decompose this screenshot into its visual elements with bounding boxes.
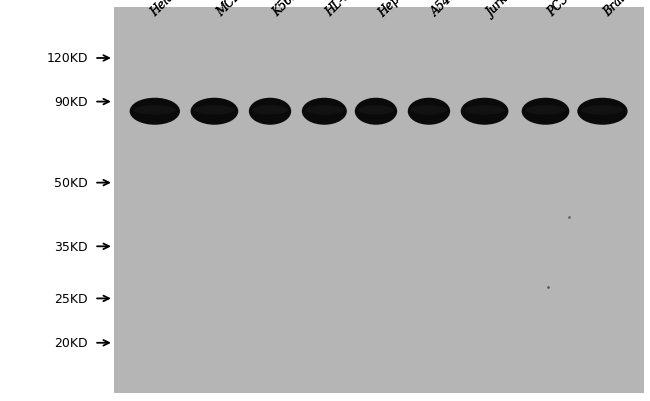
- Text: 120KD: 120KD: [46, 53, 88, 65]
- Ellipse shape: [577, 99, 628, 126]
- Text: HL-60: HL-60: [323, 0, 358, 20]
- Text: HepG2: HepG2: [376, 0, 415, 20]
- Ellipse shape: [249, 99, 291, 126]
- Ellipse shape: [129, 99, 180, 126]
- Ellipse shape: [302, 99, 347, 126]
- Text: Brain: Brain: [601, 0, 633, 20]
- Ellipse shape: [464, 106, 505, 115]
- Text: 25KD: 25KD: [54, 292, 88, 305]
- Ellipse shape: [355, 99, 397, 126]
- Ellipse shape: [522, 99, 569, 126]
- Text: 35KD: 35KD: [54, 240, 88, 253]
- Ellipse shape: [194, 106, 235, 115]
- Text: PC3: PC3: [545, 0, 572, 20]
- Ellipse shape: [252, 106, 288, 115]
- Text: MCF-7: MCF-7: [214, 0, 252, 20]
- Ellipse shape: [525, 106, 566, 115]
- Ellipse shape: [358, 106, 394, 115]
- Ellipse shape: [408, 99, 450, 126]
- Text: 50KD: 50KD: [54, 177, 88, 190]
- Text: A549: A549: [429, 0, 460, 20]
- Text: PC3: PC3: [545, 0, 572, 20]
- Text: HL-60: HL-60: [323, 0, 358, 20]
- Text: 90KD: 90KD: [54, 96, 88, 109]
- Text: K562: K562: [270, 0, 302, 20]
- Bar: [114, 8, 644, 393]
- Text: A549: A549: [429, 0, 460, 20]
- Ellipse shape: [306, 106, 343, 115]
- Text: MCF-7: MCF-7: [214, 0, 252, 20]
- Text: Brain: Brain: [601, 0, 633, 20]
- Ellipse shape: [461, 99, 508, 126]
- Text: Jurkat: Jurkat: [484, 0, 520, 20]
- Text: HepG2: HepG2: [376, 0, 415, 20]
- Ellipse shape: [190, 99, 239, 126]
- Text: 20KD: 20KD: [54, 336, 88, 349]
- Text: Hela: Hela: [148, 0, 177, 20]
- Ellipse shape: [581, 106, 624, 115]
- Ellipse shape: [411, 106, 447, 115]
- Text: K562: K562: [270, 0, 302, 20]
- Text: Hela: Hela: [148, 0, 177, 20]
- Ellipse shape: [133, 106, 176, 115]
- Text: Jurkat: Jurkat: [484, 0, 520, 20]
